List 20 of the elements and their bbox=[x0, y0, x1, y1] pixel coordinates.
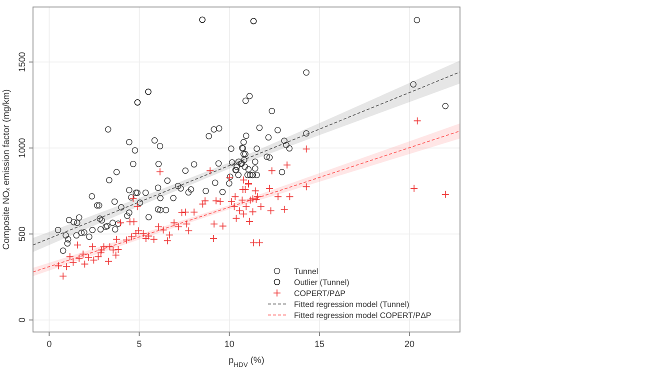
point bbox=[199, 16, 206, 23]
x-axis-title: p$_{HDV}$ (%) bbox=[228, 355, 264, 368]
y-axis-title: Composite NOₓ emission factor (mg/km) bbox=[1, 89, 11, 250]
point bbox=[134, 99, 141, 106]
point bbox=[145, 88, 152, 95]
legend-label: Fitted regression model COPERT/PΔP bbox=[294, 311, 432, 320]
y-tick-label: 1000 bbox=[17, 138, 27, 158]
legend-label: Outlier (Tunnel) bbox=[294, 278, 350, 287]
x-tick-label: 10 bbox=[224, 339, 234, 349]
point bbox=[250, 18, 257, 24]
legend-label: Fitted regression model (Tunnel) bbox=[294, 300, 410, 309]
legend-label: COPERT/PΔP bbox=[294, 289, 346, 298]
y-tick-label: 500 bbox=[17, 226, 27, 242]
y-tick-label: 0 bbox=[17, 317, 27, 322]
x-tick-label: 5 bbox=[136, 339, 142, 349]
x-tick-label: 20 bbox=[404, 339, 415, 349]
x-tick-label: 0 bbox=[46, 339, 52, 349]
y-tick-label: 1500 bbox=[17, 52, 27, 72]
legend-label: Tunnel bbox=[294, 267, 318, 276]
x-tick-label: 15 bbox=[314, 339, 324, 349]
